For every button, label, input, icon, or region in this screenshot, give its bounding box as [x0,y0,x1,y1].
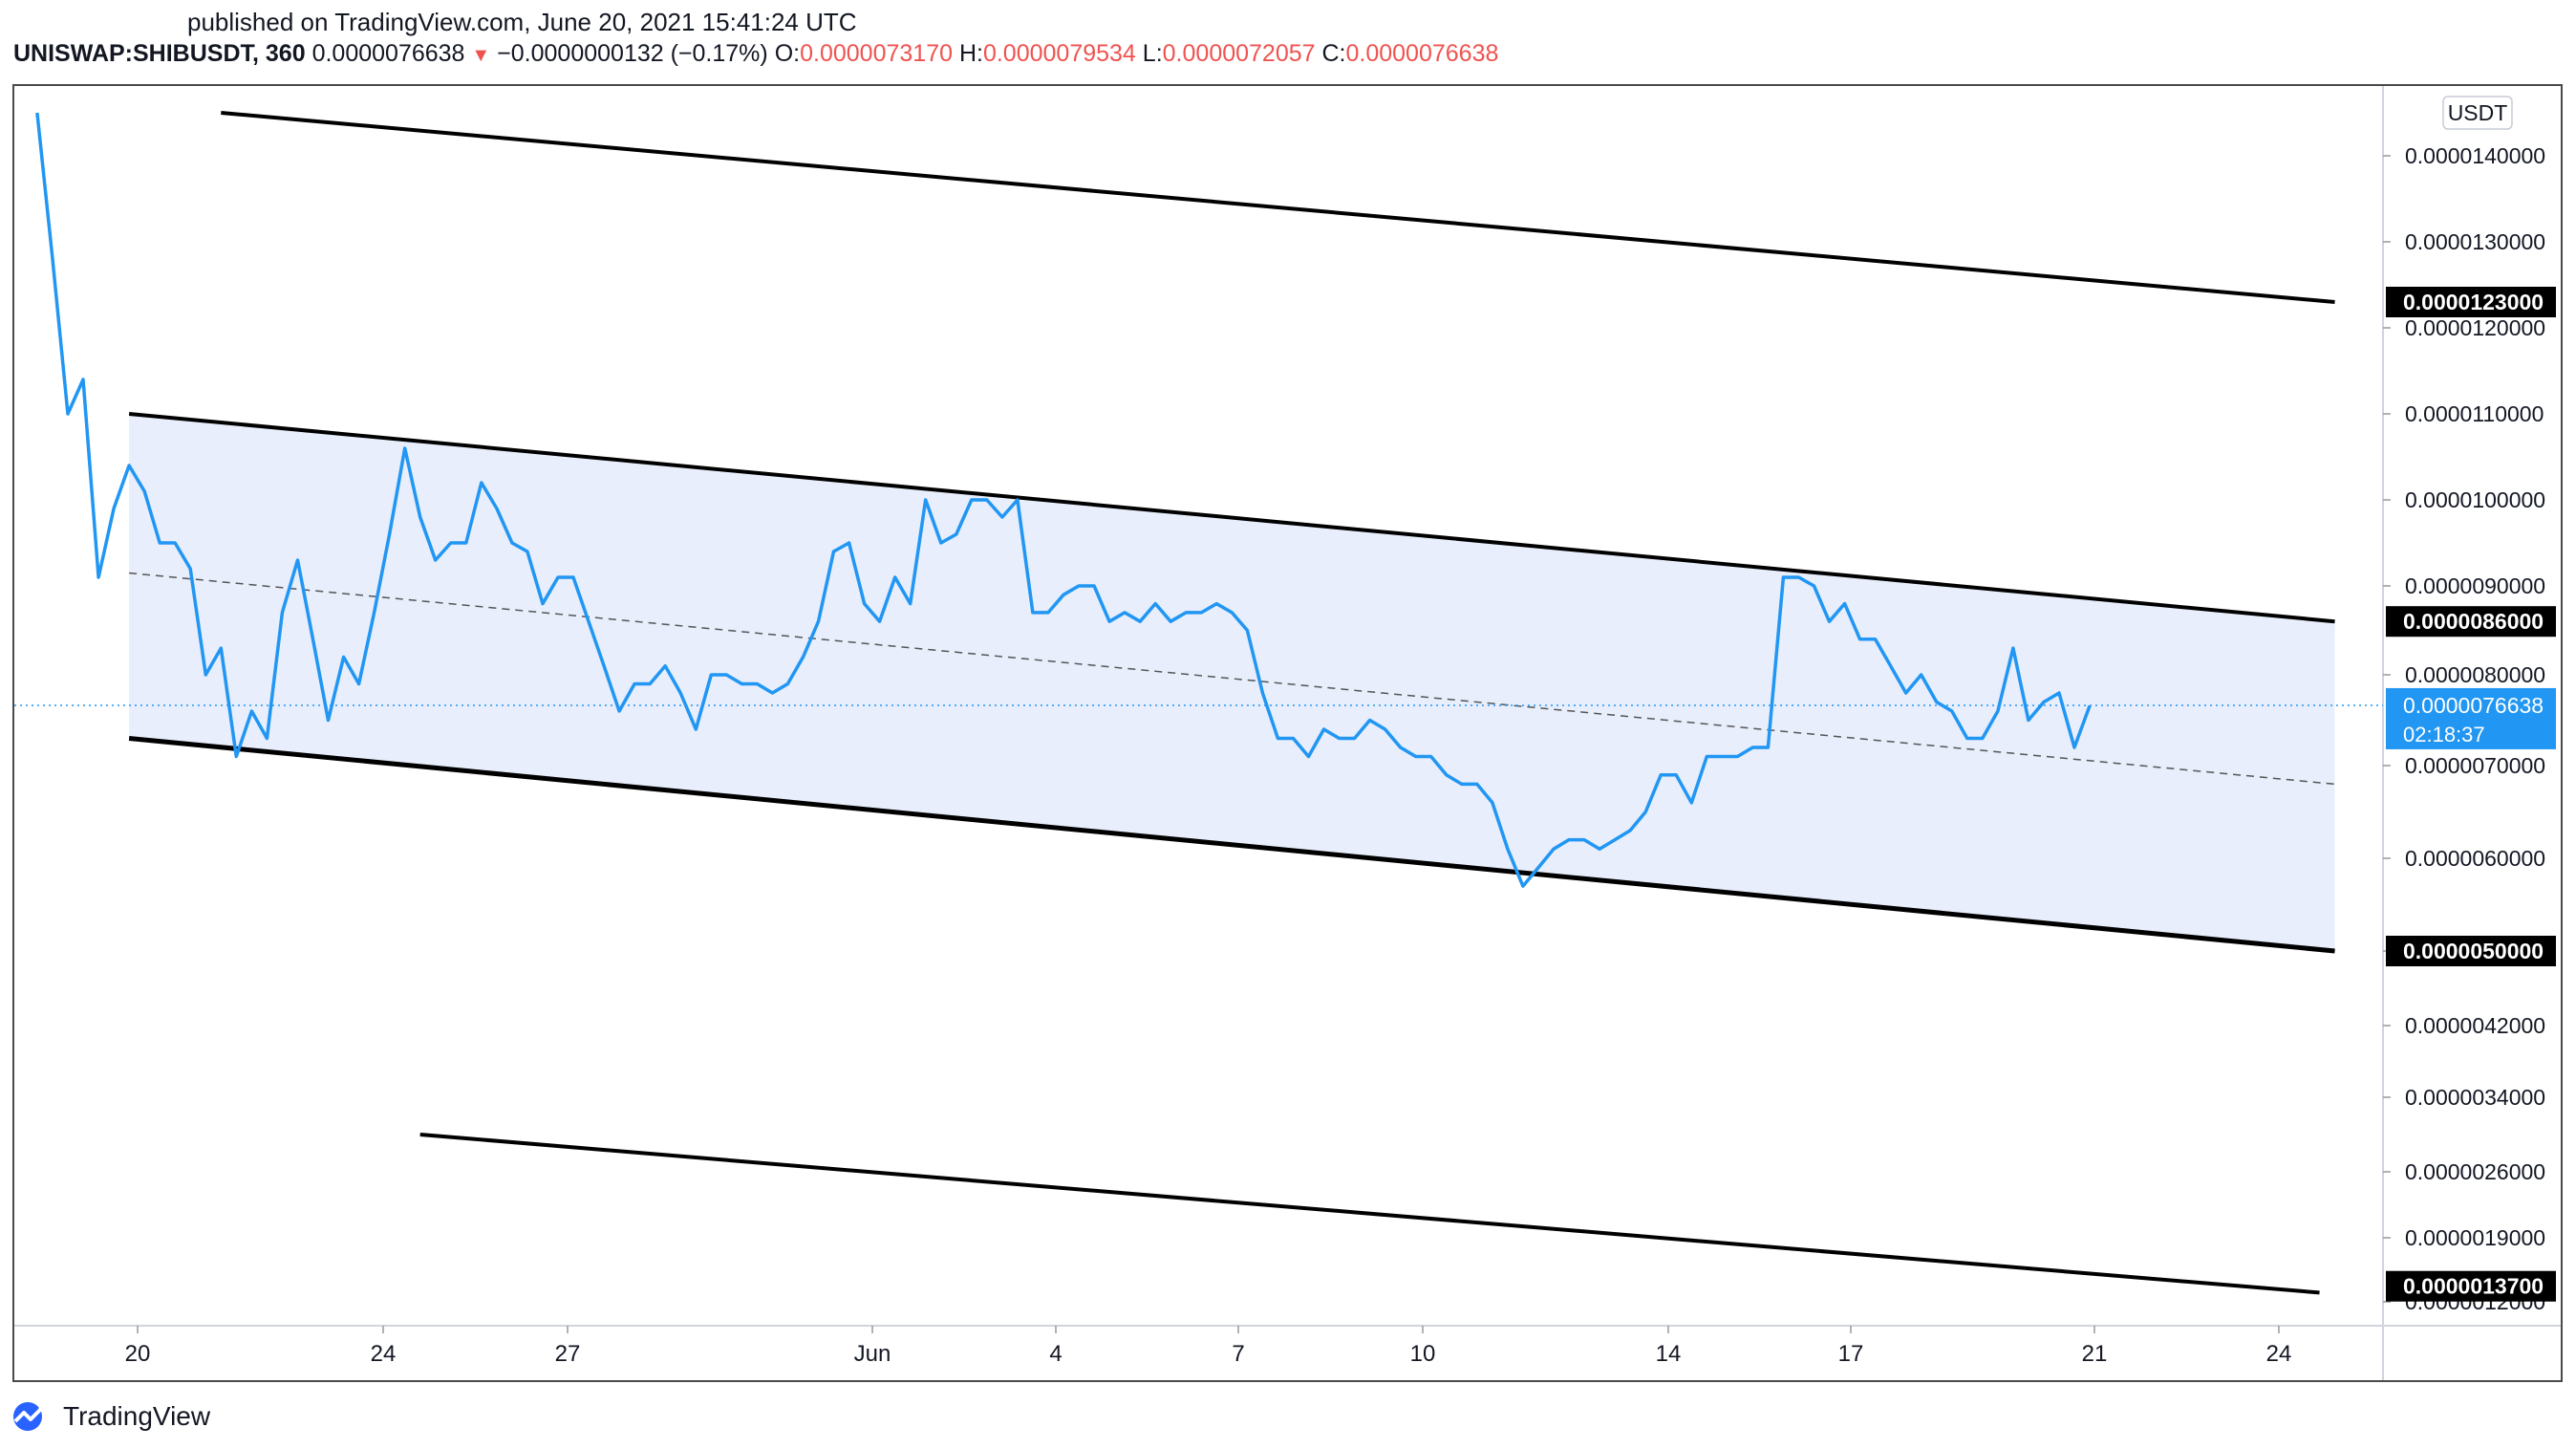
level-tag [2386,606,2556,638]
trendline-outer-lower [419,1133,2320,1295]
x-tick-label: 24 [371,1341,397,1367]
trendline-outer-upper [221,111,2335,304]
x-tick-label: 24 [2266,1341,2292,1367]
x-tick-label: 20 [125,1341,151,1367]
y-tick-label: 0.0000140000 [2405,143,2545,168]
level-tag [2386,936,2556,966]
channel-midline [129,572,2335,786]
tradingview-logo-icon [13,1402,52,1431]
last-price: 0.0000076638 [311,40,465,67]
chart-frame [12,84,2563,1382]
x-tick-label: 14 [1656,1341,1682,1367]
down-arrow-icon: ▼ [471,45,491,66]
bar-countdown-label: 02:18:37 [2403,723,2485,746]
y-tick-label: 0.0000034000 [2405,1085,2545,1110]
x-tick-label: Jun [854,1341,891,1367]
level-tag-label: 0.0000050000 [2403,939,2544,963]
y-tick-label: 0.0000120000 [2405,315,2545,340]
y-tick-label: 0.0000130000 [2405,229,2545,254]
open-value: 0.0000073170 [800,40,953,67]
low-value: 0.0000072057 [1162,40,1316,67]
y-tick-label: 0.0000090000 [2405,573,2545,598]
trendline-channel-lower [128,736,2335,954]
current-price-tag [2386,687,2556,749]
x-tick-label: 27 [555,1341,581,1367]
close-label: C: [1321,40,1346,67]
currency-badge [2442,96,2513,130]
open-label: O: [774,40,801,67]
channel-fill [129,414,2335,951]
level-tag-label: 0.0000123000 [2403,290,2544,314]
x-tick-label: 7 [1232,1341,1244,1367]
close-value: 0.0000076638 [1345,40,1499,67]
current-price-label: 0.0000076638 [2403,693,2544,718]
level-tag [2386,287,2556,317]
low-label: L: [1142,40,1163,67]
x-tick-label: 17 [1838,1341,1864,1367]
y-tick-label: 0.0000080000 [2405,662,2545,687]
tradingview-brand[interactable]: TradingView [11,1397,210,1436]
y-tick-label: 0.0000026000 [2405,1159,2545,1184]
y-tick-label: 0.0000100000 [2405,487,2545,512]
x-tick-label: 4 [1049,1341,1062,1367]
trendline-channel-upper [128,412,2335,624]
level-tag [2386,1270,2556,1302]
symbol-name[interactable]: UNISWAP:SHIBUSDT, 360 [13,40,306,67]
level-tag-label: 0.0000013700 [2403,1274,2544,1299]
y-tick-label: 0.0000110000 [2405,401,2544,426]
price-change: −0.0000000132 (−0.17%) [497,40,768,67]
x-tick-label: 10 [1410,1341,1436,1367]
x-tick-label: 21 [2082,1341,2108,1367]
tradingview-wordmark: TradingView [63,1401,211,1431]
y-tick-label: 0.0000070000 [2405,753,2545,778]
currency-label: USDT [2448,100,2508,125]
y-tick-label: 0.0000019000 [2405,1225,2545,1250]
published-note: published on TradingView.com, June 20, 2… [187,8,857,36]
high-label: H: [958,40,983,67]
y-tick-label: 0.0000042000 [2405,1013,2545,1038]
level-tag-label: 0.0000086000 [2403,609,2544,634]
symbol-legend: UNISWAP:SHIBUSDT, 360 0.0000076638 ▼ −0.… [13,40,1498,68]
high-value: 0.0000079534 [982,40,1136,67]
price-series-line [35,112,2092,888]
y-tick-label: 0.0000060000 [2405,846,2545,871]
